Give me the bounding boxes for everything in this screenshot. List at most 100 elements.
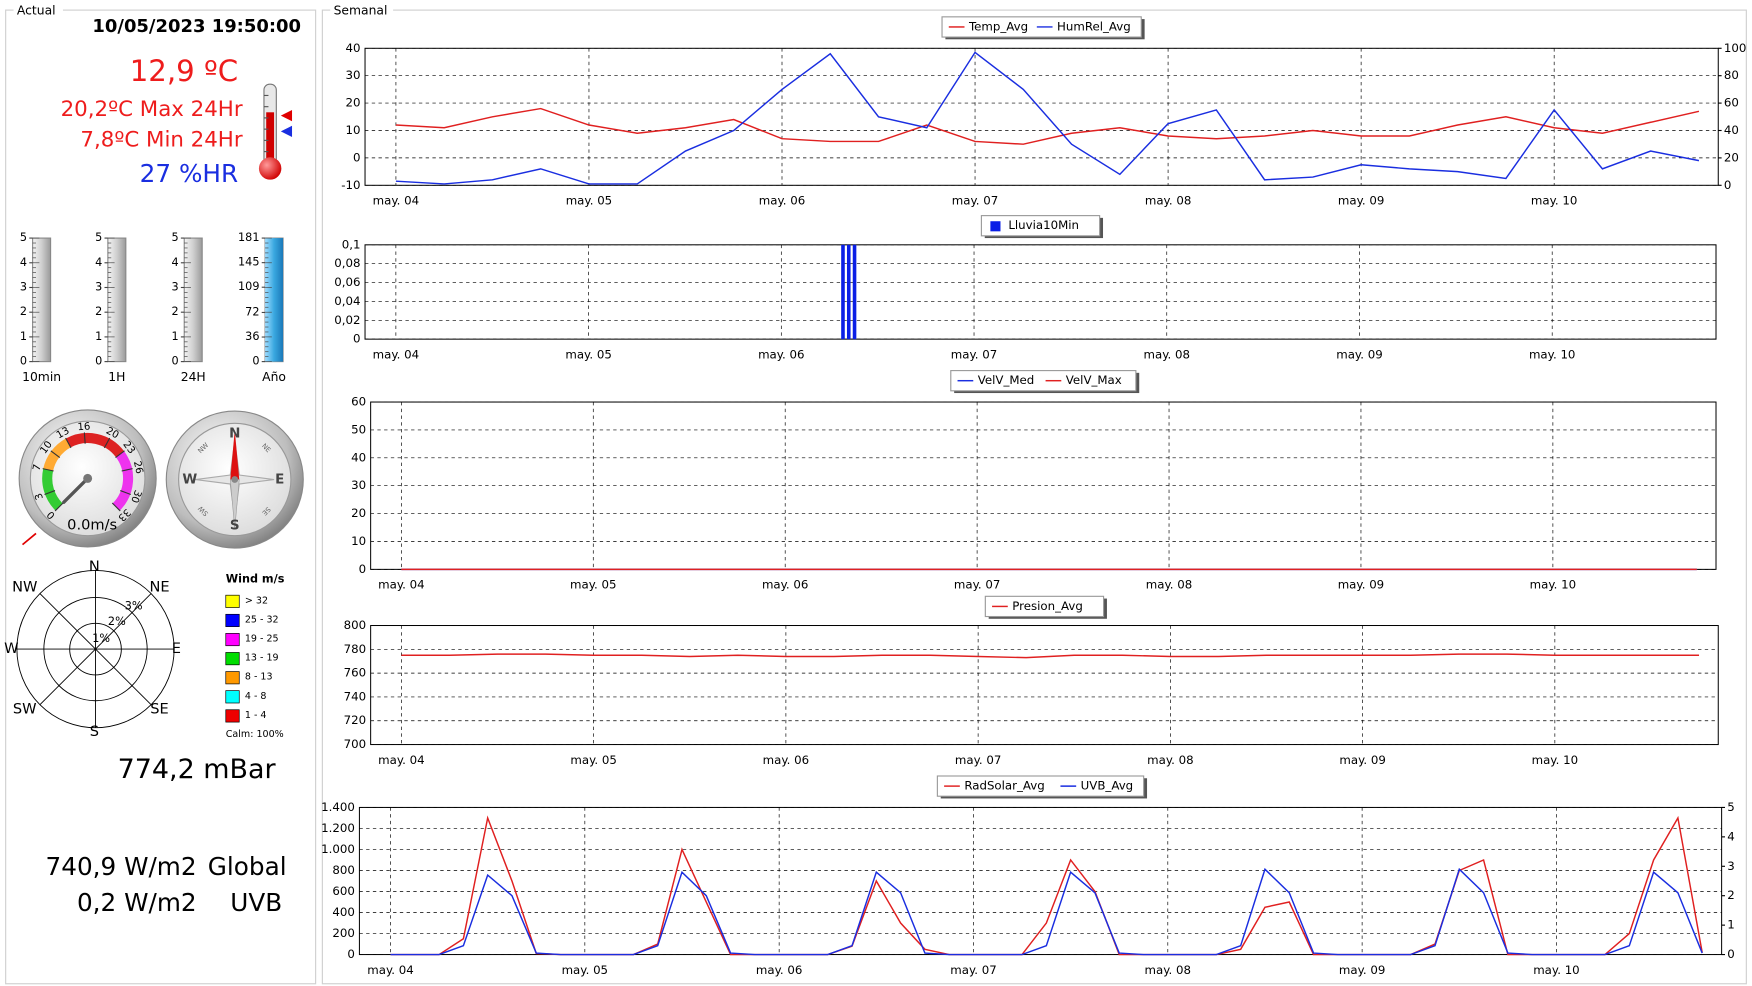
y-tick-label: 760: [344, 666, 367, 680]
x-tick-label: may. 09: [1338, 578, 1384, 592]
bar: [852, 244, 857, 340]
temperature: 12,9 ºC: [130, 54, 238, 88]
panel-title-bg: [330, 3, 394, 17]
x-tick-label: may. 09: [1336, 347, 1382, 361]
rose-direction: SW: [13, 701, 37, 718]
legend-box: [950, 370, 1137, 392]
rose-legend-label: 1 - 4: [245, 710, 267, 721]
rose-legend-swatch: [225, 613, 240, 627]
y-tick-label: 0,1: [342, 237, 361, 251]
y-tick-label: -10: [341, 178, 360, 192]
x-tick-label: may. 10: [1532, 753, 1578, 767]
y2-tick-label: 1: [1727, 918, 1735, 932]
gauge-tick-label: 4: [95, 256, 102, 269]
dial-tick: [83, 432, 86, 444]
rose-legend-swatch: [225, 652, 240, 666]
legend-label: Presion_Avg: [1012, 599, 1083, 613]
gauge-tick-label: 0: [171, 355, 178, 368]
rose-spoke: [39, 593, 96, 650]
dial-tick-label: 13: [55, 426, 72, 442]
x-tick-label: may. 07: [950, 963, 996, 977]
gauge-tube: [107, 237, 127, 363]
rose-direction: S: [90, 723, 99, 740]
x-tick-label: may. 04: [373, 347, 419, 361]
legend-label: VelV_Med: [978, 373, 1035, 387]
humidity: 27 %HR: [140, 159, 238, 188]
y2-tick-label: 0: [1727, 947, 1735, 961]
gauge-tick-label: 2: [95, 305, 102, 318]
dial-needle: [62, 476, 90, 504]
legend-label: Temp_Avg: [968, 19, 1028, 33]
dial-tick-label: 30: [128, 488, 143, 504]
y2-tick-label: 20: [1724, 150, 1739, 164]
gauge-tick-label: 1: [95, 330, 102, 343]
rose-legend-label: 8 - 13: [245, 672, 273, 683]
panel-title: Actual: [17, 4, 56, 18]
gauge-label: Año: [262, 370, 286, 384]
rose-spoke: [95, 593, 152, 650]
y2-tick-label: 80: [1724, 68, 1739, 82]
rose-legend-label: 25 - 32: [245, 614, 279, 625]
x-tick-label: may. 10: [1531, 194, 1577, 208]
rose-ring-label: 2%: [108, 615, 126, 628]
x-tick-label: may. 10: [1529, 347, 1575, 361]
rose-direction: E: [172, 640, 181, 657]
x-tick-label: may. 05: [570, 578, 616, 592]
gauge-tick-label: 3: [95, 280, 102, 293]
dial-tick: [103, 437, 111, 449]
gauge-tube: [32, 237, 52, 363]
dial-tick: [42, 468, 54, 472]
gauge-tick-label: 72: [245, 305, 259, 318]
y2-tick-label: 40: [1724, 123, 1739, 137]
x-tick-label: may. 06: [762, 578, 808, 592]
dial-tick: [65, 437, 72, 449]
series-line: [390, 867, 1703, 956]
radiation-uvb-label: UVB: [230, 888, 282, 917]
dial-tick: [50, 450, 61, 458]
y-tick-label: 20: [346, 96, 361, 110]
dial-tick: [120, 490, 131, 496]
compass-label: N: [229, 425, 240, 441]
plot-area: [370, 625, 1719, 746]
y-tick-label: 0: [353, 332, 361, 346]
legend-label: UVB_Avg: [1081, 779, 1133, 793]
x-tick-label: may. 08: [1147, 753, 1193, 767]
gauge-tick-label: 0: [252, 355, 259, 368]
y2-tick-label: 60: [1724, 96, 1739, 110]
rose-spoke: [95, 648, 152, 706]
x-tick-label: may. 09: [1338, 194, 1384, 208]
radiation-global-label: Global: [208, 852, 287, 881]
legend-label: Lluvia10Min: [1008, 218, 1079, 232]
y-tick-label: 50: [351, 422, 366, 436]
dial-tick-label: 26: [131, 460, 144, 475]
temp-min: 7,8ºC Min 24Hr: [80, 127, 242, 152]
y2-tick-label: 3: [1727, 859, 1735, 873]
y-tick-label: 400: [332, 905, 355, 919]
gauge-tick-label: 109: [238, 280, 259, 293]
x-tick-label: may. 09: [1339, 963, 1385, 977]
y-tick-label: 800: [332, 863, 355, 877]
bar: [846, 244, 851, 340]
thermometer-icon: [258, 83, 293, 180]
dial-tick-label: 7: [32, 463, 44, 472]
rose-direction: NE: [149, 578, 169, 595]
rose-legend-swatch: [225, 594, 240, 608]
dial-tick: [54, 502, 64, 512]
x-tick-label: may. 09: [1339, 753, 1385, 767]
plot-area: [364, 47, 1719, 186]
rose-legend-label: 4 - 8: [245, 691, 267, 702]
left-panel: [5, 9, 317, 985]
rose-calm: Calm: 100%: [226, 729, 284, 740]
right-panel: [321, 9, 1747, 985]
dial-tick: [121, 468, 133, 472]
y-tick-label: 0: [353, 150, 361, 164]
x-tick-label: may. 04: [378, 753, 424, 767]
x-tick-label: may. 04: [367, 963, 413, 977]
rose-legend-swatch: [225, 709, 240, 723]
gauge-tick-label: 3: [171, 280, 178, 293]
y-tick-label: 0,08: [334, 256, 360, 270]
x-tick-label: may. 10: [1530, 578, 1576, 592]
legend-label: RadSolar_Avg: [964, 779, 1044, 793]
y-tick-label: 0: [347, 947, 355, 961]
